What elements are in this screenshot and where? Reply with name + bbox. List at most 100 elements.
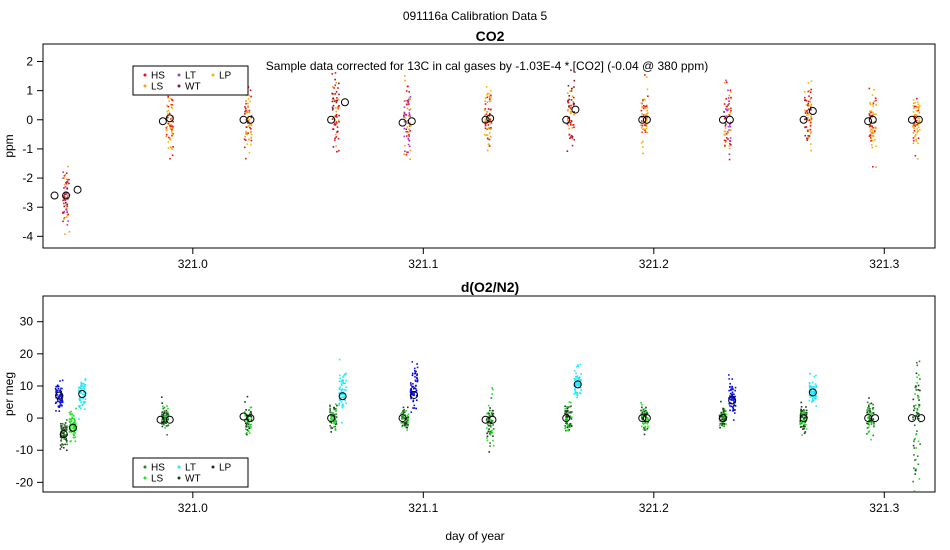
data-point	[809, 125, 812, 127]
data-point	[915, 114, 918, 117]
data-point	[720, 411, 723, 414]
data-point	[405, 417, 408, 420]
data-point	[578, 384, 581, 387]
o2n2-ylabel: per meg	[2, 372, 16, 416]
data-point	[871, 114, 874, 117]
data-point	[165, 425, 168, 427]
data-point	[247, 423, 250, 426]
data-point	[870, 110, 872, 112]
data-point	[641, 126, 643, 129]
figure-title: 091116a Calibration Data 5	[403, 9, 548, 23]
data-point	[868, 430, 871, 432]
data-point	[244, 422, 247, 424]
data-point	[874, 97, 877, 100]
data-point	[801, 434, 803, 436]
x-axis-label: day of year	[445, 529, 504, 543]
data-point	[491, 429, 493, 432]
data-point	[63, 199, 66, 201]
data-point	[59, 394, 62, 397]
data-point	[815, 384, 818, 387]
data-point	[488, 412, 490, 415]
data-point	[644, 105, 646, 108]
data-point	[646, 412, 648, 414]
data-point	[912, 132, 915, 134]
data-point	[167, 109, 170, 112]
data-point	[329, 409, 331, 412]
data-point	[719, 422, 722, 425]
data-point	[640, 425, 643, 428]
data-point	[565, 411, 567, 414]
data-point	[567, 116, 569, 119]
data-point	[408, 91, 410, 93]
data-point	[334, 403, 337, 405]
data-point	[917, 417, 920, 420]
data-point	[641, 113, 643, 115]
data-point	[727, 125, 730, 128]
data-point	[806, 109, 809, 112]
data-point	[341, 393, 344, 395]
data-point	[330, 422, 333, 424]
data-point	[566, 407, 569, 410]
data-point	[572, 124, 575, 126]
data-point	[412, 394, 415, 396]
y-tick-label: 30	[20, 315, 34, 329]
data-point	[801, 419, 804, 422]
data-point	[406, 406, 409, 409]
data-point	[641, 422, 644, 425]
data-point	[64, 199, 67, 202]
co2-annotation: Sample data corrected for 13C in cal gas…	[266, 59, 708, 73]
data-point	[489, 419, 492, 421]
data-point	[807, 137, 809, 140]
data-point	[486, 435, 489, 438]
data-point	[407, 143, 410, 146]
data-point	[912, 416, 914, 418]
data-point	[721, 421, 723, 423]
data-point	[808, 382, 811, 385]
data-point	[329, 411, 331, 413]
data-point	[730, 121, 732, 124]
data-point	[64, 422, 67, 424]
data-point	[484, 108, 487, 110]
data-point	[642, 106, 645, 108]
data-point	[917, 129, 920, 132]
data-point	[405, 421, 408, 423]
data-point	[404, 416, 406, 419]
data-point	[163, 414, 166, 417]
data-point	[248, 415, 250, 417]
data-point	[875, 113, 877, 115]
data-point	[919, 378, 921, 380]
legend-marker	[211, 73, 215, 77]
data-point	[69, 421, 71, 423]
data-point	[60, 437, 63, 439]
o2n2-title: d(O2/N2)	[461, 279, 519, 295]
data-point	[403, 120, 406, 123]
data-point	[814, 394, 817, 397]
data-point	[246, 395, 249, 398]
data-point	[806, 137, 808, 140]
data-point	[868, 406, 870, 409]
data-point	[414, 380, 417, 382]
data-point	[486, 149, 489, 152]
data-point	[55, 385, 57, 388]
data-point	[913, 105, 916, 108]
data-point	[248, 121, 251, 123]
data-point	[61, 379, 64, 382]
data-point	[731, 397, 733, 400]
data-point	[723, 413, 726, 416]
data-point	[60, 446, 63, 448]
data-point	[815, 395, 818, 398]
data-point	[250, 131, 252, 134]
data-point	[916, 409, 919, 412]
data-point	[872, 103, 874, 106]
legend-label: LP	[219, 463, 232, 474]
data-point	[492, 424, 494, 426]
data-point	[800, 408, 802, 411]
mean-marker	[868, 115, 877, 124]
data-point	[912, 444, 915, 447]
data-point	[872, 408, 874, 411]
data-point	[403, 106, 406, 109]
data-point	[70, 420, 73, 422]
data-point	[643, 426, 645, 429]
data-point	[486, 94, 488, 96]
